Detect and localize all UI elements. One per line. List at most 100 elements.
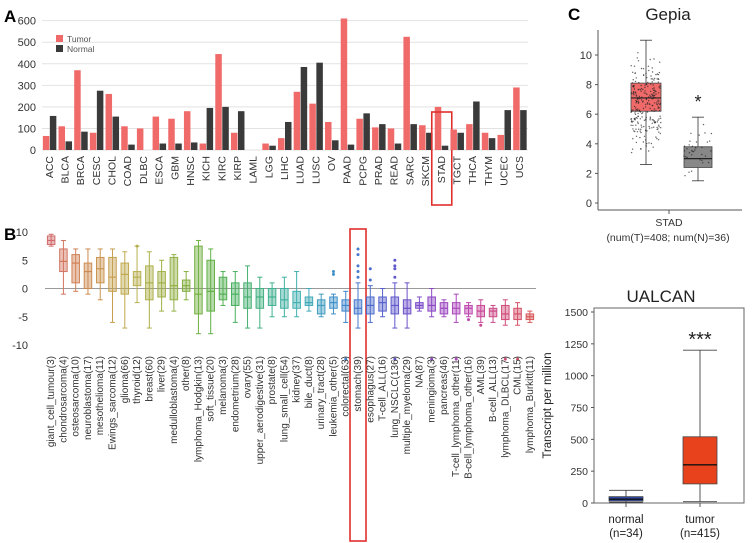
bar-tumor-lusc <box>309 103 316 150</box>
box <box>83 262 93 290</box>
jitter-point <box>652 89 655 92</box>
bar-tumor-acc <box>42 135 50 150</box>
jitter-point <box>635 128 637 130</box>
jitter-point <box>695 147 697 149</box>
box-tumor <box>682 436 718 485</box>
jitter-point <box>646 93 648 96</box>
jitter-point <box>658 124 660 126</box>
x-tick-label: colorectal(63) <box>341 356 352 417</box>
jitter-point <box>710 132 713 135</box>
jitter-point <box>656 137 658 140</box>
x-tick-label: endometrium(28) <box>230 356 241 432</box>
jitter-point <box>649 90 652 93</box>
jitter-point <box>658 102 660 105</box>
x-tick-label: upper_aerodigestive(31) <box>255 356 266 464</box>
jitter-point <box>710 150 712 152</box>
jitter-point <box>638 101 640 104</box>
box <box>353 299 363 315</box>
y-tick-label: 1000 <box>565 371 589 383</box>
jitter-point <box>658 126 660 128</box>
bar-normal-blca <box>65 141 73 150</box>
box <box>501 304 510 321</box>
outlier-point <box>356 275 360 279</box>
jitter-point <box>645 145 647 147</box>
bar-normal-brca <box>81 131 88 150</box>
chart-title: UALCAN <box>627 287 696 306</box>
y-tick-label: 500 <box>570 434 588 446</box>
jitter-point <box>686 148 688 150</box>
bar-tumor-kich <box>199 143 207 150</box>
jitter-point <box>642 107 645 110</box>
panel-c-gepia-box-plot: Gepia 0 2 4 6 8 10 STAD (num(T)=408; num(N)=36) * <box>580 5 742 244</box>
jitter-point <box>641 126 643 128</box>
jitter-point <box>646 130 648 132</box>
jitter-point <box>650 95 652 98</box>
jitter-point <box>656 121 659 123</box>
y-tick-label: 0 <box>586 198 592 210</box>
jitter-point <box>634 112 636 114</box>
outlier-point <box>516 357 520 361</box>
x-tick-label: chondrosarcoma(4) <box>58 356 69 443</box>
box <box>95 256 105 284</box>
x-tick-label: UCS <box>514 156 526 178</box>
jitter-point <box>646 102 649 104</box>
bar-normal-read <box>394 143 402 150</box>
jitter-point <box>645 118 647 120</box>
legend-swatch-normal <box>56 45 63 52</box>
jitter-point <box>651 78 654 80</box>
jitter-point <box>688 152 691 154</box>
jitter-point <box>648 125 650 128</box>
jitter-point <box>658 86 660 88</box>
jitter-point <box>650 83 652 85</box>
jitter-point <box>658 107 660 109</box>
jitter-point <box>650 78 652 80</box>
jitter-point <box>653 120 655 122</box>
x-tick-label: NA(87) <box>414 356 425 388</box>
legend-label-normal: Normal <box>67 44 95 54</box>
jitter-point <box>659 132 661 135</box>
panel-c-ualcan-box-plot: UALCAN 0 250 500 750 1000 1250 1500 Transcript p… <box>542 287 745 540</box>
x-tick-label: other(8) <box>181 356 192 391</box>
jitter-point <box>648 103 650 105</box>
jitter-point <box>638 110 641 112</box>
box <box>108 256 117 292</box>
x-tick-label: lung_NSCLC(136) <box>390 356 401 438</box>
jitter-point <box>656 78 658 80</box>
jitter-point <box>635 124 637 126</box>
bar-normal-kirc <box>222 106 229 150</box>
jitter-point <box>635 95 638 97</box>
jitter-point <box>649 58 651 61</box>
x-tick-label: BLCA <box>60 156 72 183</box>
jitter-point <box>686 156 688 159</box>
x-tick-label: T-cell_lymphoma_other(11) <box>451 356 462 477</box>
jitter-point <box>649 117 651 120</box>
jitter-point <box>645 139 647 141</box>
y-tick-label: 10 <box>16 227 28 239</box>
jitter-point <box>660 127 662 129</box>
x-tick-label: PAAD <box>342 156 354 184</box>
jitter-point <box>655 73 657 76</box>
x-tick-label: HNSC <box>185 156 197 186</box>
jitter-point <box>631 148 634 150</box>
x-tick-label: STAD <box>655 217 683 229</box>
jitter-point <box>646 76 648 79</box>
jitter-point <box>645 116 647 119</box>
jitter-point <box>688 171 690 173</box>
jitter-point <box>634 110 637 112</box>
jitter-point <box>685 156 687 158</box>
jitter-point <box>635 107 637 109</box>
bar-tumor-tgct <box>450 129 457 150</box>
box <box>255 288 265 309</box>
jitter-point <box>649 119 651 121</box>
jitter-point <box>659 103 661 106</box>
jitter-point <box>656 73 659 75</box>
jitter-point <box>683 150 686 152</box>
jitter-point <box>647 65 650 68</box>
jitter-point <box>658 71 661 74</box>
x-tick-label: soft_tissue(20) <box>206 356 217 422</box>
jitter-point <box>651 122 653 125</box>
x-tick-label: UCEC <box>498 156 510 186</box>
box-normal <box>683 146 713 168</box>
jitter-point <box>635 102 637 104</box>
jitter-point <box>693 150 695 153</box>
